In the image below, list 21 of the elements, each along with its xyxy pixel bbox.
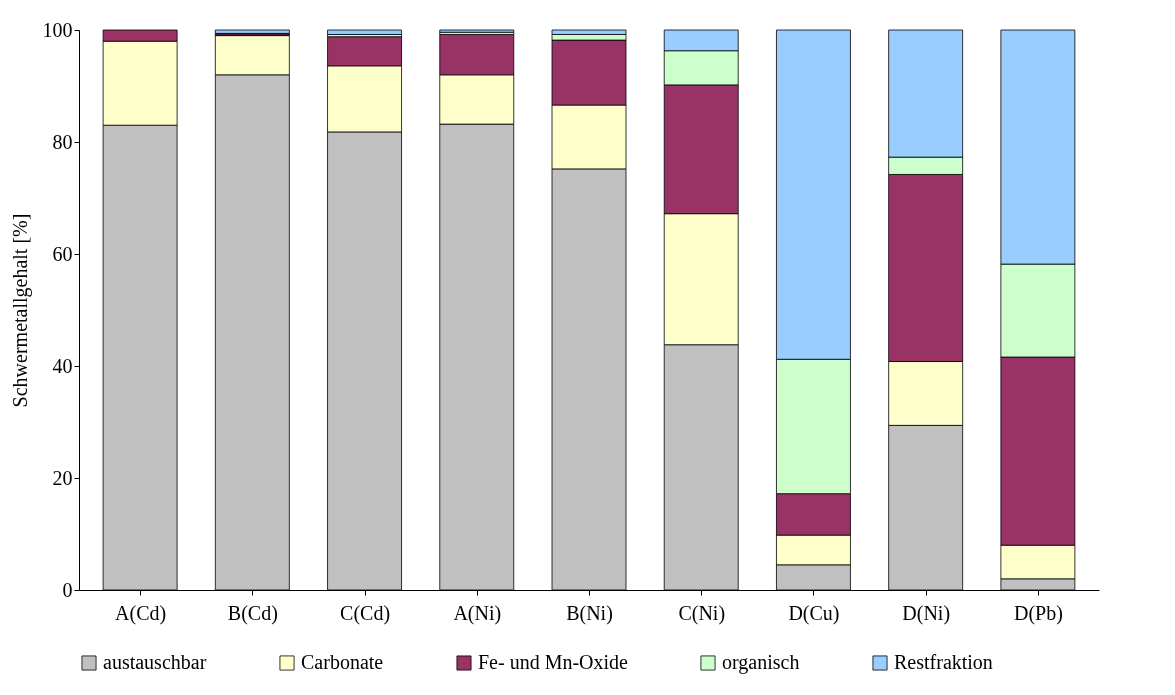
- x-tick-label: B(Ni): [566, 601, 613, 625]
- y-tick-label: 40: [52, 354, 73, 377]
- x-tick-label: C(Ni): [678, 601, 726, 625]
- y-axis-title: Schwermetallgehalt [%]: [8, 213, 32, 408]
- x-tick-label: A(Cd): [115, 601, 167, 625]
- legend-label: Fe- und Mn-Oxide: [478, 651, 629, 673]
- y-tick-label: 60: [52, 242, 73, 265]
- x-tick-label: C(Cd): [340, 601, 391, 625]
- legend-label: austauschbar: [103, 651, 207, 673]
- y-tick-label: 0: [62, 578, 73, 601]
- x-tick-label: D(Cu): [788, 601, 840, 625]
- x-tick-label: B(Cd): [227, 601, 278, 625]
- y-tick-label: 80: [52, 130, 73, 153]
- legend-label: Carbonate: [301, 651, 384, 673]
- legend-label: Restfraktion: [894, 651, 993, 673]
- legend-label: organisch: [722, 651, 800, 674]
- x-tick-label: D(Ni): [902, 601, 951, 625]
- y-tick-label: 20: [52, 466, 73, 489]
- x-tick-label: D(Pb): [1013, 601, 1063, 625]
- x-tick-label: A(Ni): [453, 601, 502, 625]
- y-tick-label: 100: [42, 18, 73, 41]
